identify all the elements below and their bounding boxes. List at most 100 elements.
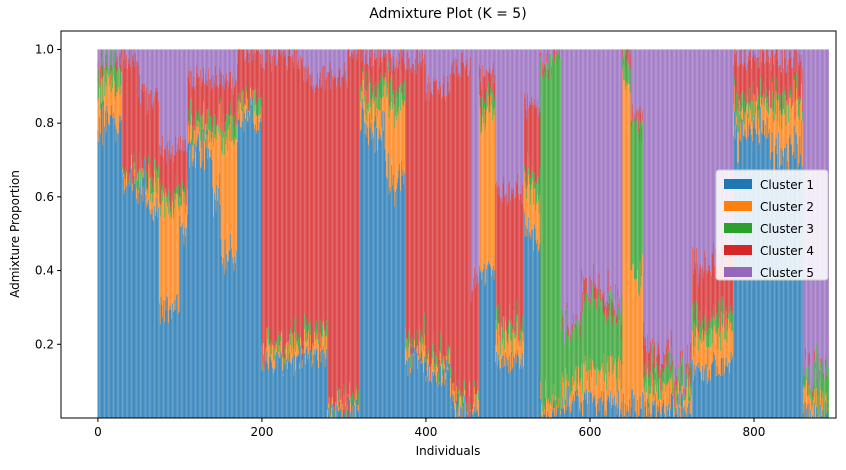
bar-segment [104,126,105,418]
bar-segment [651,374,653,401]
bar-segment [469,381,470,397]
bar-segment [364,95,365,103]
bar-segment [377,49,378,89]
bar-segment [340,86,341,400]
bar-segment [214,134,216,200]
bar-segment [188,49,190,71]
bar-segment [178,195,180,210]
bar-segment [191,145,193,162]
bar-segment [391,184,393,418]
bar-segment [738,49,739,66]
bar-segment [656,361,657,392]
bar-segment [218,132,219,188]
bar-segment [367,86,369,110]
bar-segment [578,49,579,321]
bar-segment [250,87,251,98]
bar-segment [588,370,589,392]
bar-segment [705,256,706,309]
bar-segment [363,109,364,418]
bar-segment [608,302,610,317]
bar-segment [542,410,543,418]
bar-segment [761,97,763,135]
bar-segment [382,77,384,97]
bar-segment [474,412,476,418]
bar-segment [784,49,786,58]
bar-segment [632,389,633,418]
bar-segment [145,207,147,418]
bar-segment [231,114,232,142]
bar-segment [531,96,533,167]
bar-segment [690,342,692,362]
bar-segment [741,93,743,111]
bar-segment [397,68,399,95]
bar-segment [639,106,641,121]
legend-label: Cluster 5 [760,266,814,280]
bar-segment [530,239,532,418]
bar-segment [638,49,639,111]
bar-segment [634,49,636,115]
bar-segment [300,345,301,418]
bar-segment [538,183,540,214]
bar-segment [762,49,764,51]
bar-segment [380,134,382,418]
bar-segment [752,49,754,51]
bar-segment [581,49,583,269]
bar-segment [664,383,665,414]
bar-segment [516,299,518,323]
bar-segment [673,49,674,388]
bar-segment [433,351,434,376]
bar-segment [307,49,309,80]
bar-segment [787,161,788,418]
bar-segment [266,49,268,328]
bar-segment [523,366,524,418]
bar-segment [292,61,294,333]
bar-segment [182,49,184,151]
bar-segment [415,350,417,418]
bar-segment [615,359,616,406]
bar-segment [730,323,732,353]
bar-segment [781,164,783,418]
bar-segment [589,49,591,276]
bar-segment [407,49,409,70]
bar-segment [190,49,191,70]
bar-segment [670,365,671,372]
bar-segment [767,49,769,62]
bar-segment [231,88,232,115]
bar-segment [621,294,623,365]
bar-segment [313,49,314,86]
bar-segment [390,191,392,418]
bar-segment [268,344,270,357]
bar-segment [536,106,537,184]
bar-segment [671,49,673,354]
bar-segment [422,344,423,364]
bar-segment [527,185,528,229]
bar-segment [428,364,429,418]
bar-segment [223,274,225,418]
bar-segment [581,363,583,403]
bar-segment [423,313,425,335]
bar-segment [391,108,393,185]
bar-segment [185,49,186,140]
bar-segment [263,343,264,355]
bar-segment [720,49,721,266]
bar-segment [119,52,121,67]
bar-segment [706,346,707,365]
bar-segment [109,125,110,418]
bar-segment [611,325,613,375]
bar-segment [152,49,154,109]
bar-segment [798,96,800,121]
bar-segment [814,350,816,362]
bar-segment [591,377,592,394]
bar-segment [260,98,262,108]
bar-segment [728,362,729,418]
bar-segment [780,49,782,72]
bar-segment [811,405,813,416]
bar-segment [789,49,791,52]
bar-segment [666,339,668,356]
bar-segment [376,108,378,128]
bar-segment [702,341,704,382]
bar-segment [806,367,807,380]
bar-segment [402,105,404,170]
bar-segment [310,49,312,86]
bar-segment [546,411,548,418]
